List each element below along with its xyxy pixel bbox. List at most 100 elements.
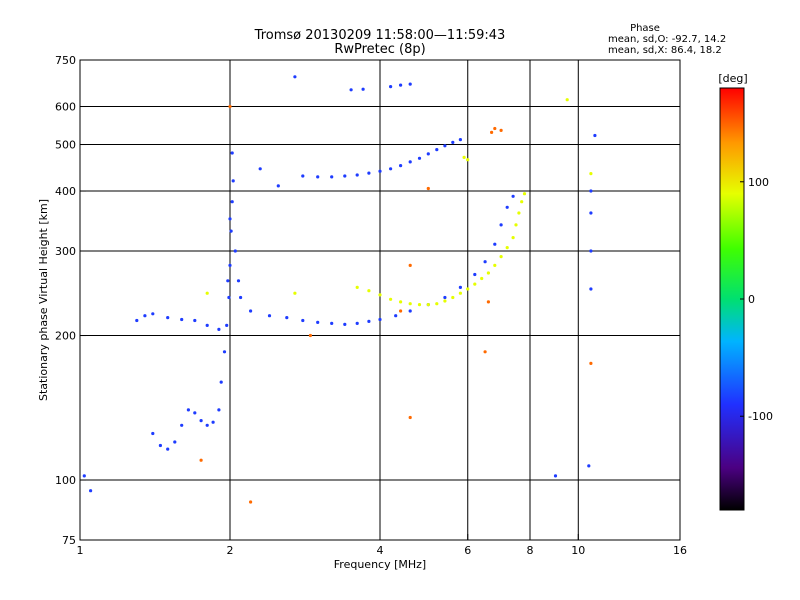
colorbar-tick-label: 100: [748, 176, 769, 189]
data-point: [225, 323, 229, 327]
data-point: [355, 173, 359, 177]
data-point: [143, 314, 147, 318]
data-point: [316, 320, 320, 324]
data-point: [499, 223, 503, 227]
phase-mean-o: mean, sd,O: -92.7, 14.2: [608, 34, 726, 45]
data-point: [258, 167, 262, 171]
data-point: [308, 333, 312, 338]
data-point: [435, 148, 439, 152]
data-point: [367, 319, 371, 323]
data-point: [219, 380, 223, 384]
data-point: [451, 295, 455, 300]
y-tick-label: 100: [55, 474, 76, 487]
data-point: [493, 242, 497, 246]
colorbar-tick-label: 0: [748, 293, 755, 306]
data-point: [399, 83, 403, 87]
data-point: [408, 263, 412, 267]
data-point: [89, 489, 93, 493]
data-point: [458, 291, 462, 295]
data-point: [205, 323, 209, 327]
data-point: [367, 289, 371, 293]
data-point: [205, 291, 209, 295]
data-point: [593, 133, 597, 138]
data-point: [222, 350, 227, 354]
data-point: [517, 211, 521, 215]
data-point: [458, 138, 462, 142]
data-point: [389, 85, 393, 89]
data-point: [408, 415, 412, 420]
data-point: [417, 303, 422, 307]
data-point: [173, 440, 177, 444]
data-point: [217, 408, 221, 412]
data-point: [389, 297, 393, 301]
data-point: [355, 285, 359, 289]
data-point: [589, 189, 593, 193]
data-point: [349, 88, 353, 92]
data-point: [486, 300, 490, 304]
y-axis-label: Stationary phase Virtual Height [km]: [37, 199, 50, 401]
data-point: [330, 321, 334, 325]
data-point: [499, 255, 503, 259]
data-point: [483, 260, 487, 264]
data-point: [589, 249, 593, 253]
data-point: [233, 249, 237, 253]
data-point: [229, 229, 233, 233]
chart-title: Tromsø 20130209 11:58:00—11:59:43: [254, 28, 506, 43]
data-point: [466, 287, 470, 291]
phase-mean-x: mean, sd,X: 86.4, 18.2: [608, 45, 722, 56]
y-axis-ticks: 75 100 200 300 400 500 600 750: [55, 54, 86, 547]
data-point: [426, 303, 430, 307]
data-point: [589, 287, 593, 291]
data-points: [82, 75, 597, 504]
phase-heading: Phase: [630, 23, 660, 34]
y-tick-label: 400: [55, 185, 76, 198]
data-point: [180, 423, 184, 427]
data-point: [589, 172, 593, 176]
data-point: [378, 169, 382, 173]
data-point: [228, 217, 232, 221]
data-point: [343, 174, 347, 178]
data-point: [408, 160, 412, 164]
data-point: [493, 126, 497, 131]
data-point: [135, 318, 139, 323]
data-point: [443, 299, 447, 303]
data-point: [514, 223, 518, 227]
data-point: [522, 192, 527, 196]
data-point: [193, 411, 197, 415]
y-tick-label: 750: [55, 54, 76, 67]
data-point: [301, 174, 305, 178]
data-point: [226, 279, 230, 283]
data-point: [399, 164, 403, 168]
data-point: [355, 321, 359, 325]
data-point: [343, 322, 347, 326]
data-point: [483, 350, 487, 354]
data-point: [193, 318, 197, 323]
data-point: [473, 282, 477, 286]
data-point: [199, 419, 203, 423]
data-point: [230, 151, 234, 155]
data-point: [228, 104, 232, 109]
data-point: [230, 200, 234, 204]
data-point: [158, 443, 162, 448]
data-point: [211, 420, 215, 424]
colorbar-ticks: 100 0 -100: [740, 176, 773, 423]
data-point: [236, 279, 241, 283]
chart-subtitle: RwPretec (8p): [334, 42, 425, 57]
data-point: [511, 194, 515, 198]
x-tick-label: 1: [77, 544, 84, 557]
data-point: [394, 314, 398, 318]
grid-lines: [80, 60, 680, 540]
data-point: [443, 295, 447, 300]
data-point: [231, 179, 235, 183]
data-point: [587, 464, 591, 468]
data-point: [301, 318, 305, 323]
data-point: [399, 309, 403, 313]
data-point: [520, 200, 524, 204]
data-point: [249, 500, 253, 504]
data-point: [417, 156, 422, 160]
data-point: [511, 236, 515, 240]
data-point: [565, 98, 569, 102]
data-point: [399, 300, 403, 304]
data-point: [378, 293, 382, 297]
data-point: [426, 152, 430, 156]
